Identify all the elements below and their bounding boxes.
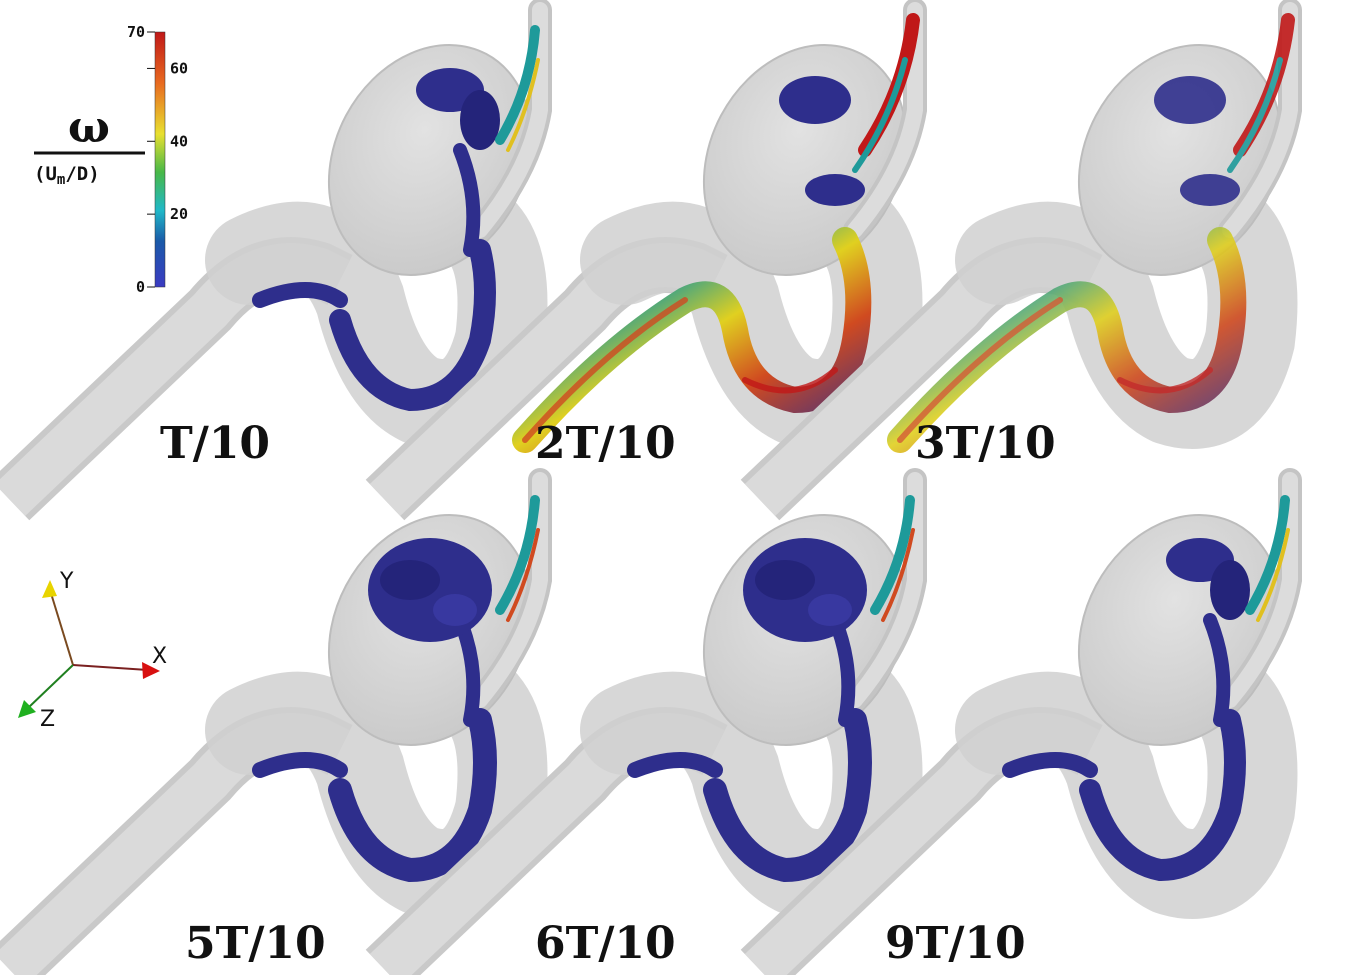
panel-label-t9: 9T/10: [885, 918, 1026, 969]
colorbar-tick-label: 40: [170, 132, 188, 150]
z-axis-arrow: [18, 700, 36, 718]
panel-label-t6: 6T/10: [535, 918, 676, 969]
y-axis-label: Y: [59, 569, 74, 594]
z-axis-label: Z: [40, 707, 55, 732]
colorbar-ticks: 70 60 40 20 0: [127, 23, 188, 296]
colorbar-tick-label: 0: [136, 278, 145, 296]
panel-label-t2: 2T/10: [535, 418, 676, 469]
panel-label-t5: 5T/10: [185, 918, 326, 969]
colorbar-symbol: ω: [68, 102, 110, 153]
panel-label-t1: T/10: [160, 418, 270, 469]
y-axis-arrow: [42, 580, 57, 598]
colorbar: 70 60 40 20 0 ω (Um/D): [34, 23, 188, 296]
colorbar-tick-label: 70: [127, 23, 145, 41]
x-axis-label: X: [152, 644, 167, 669]
colorbar-denominator: (Um/D): [34, 163, 100, 188]
x-axis-arrow: [142, 662, 160, 679]
colorbar-tick-label: 20: [170, 205, 188, 223]
axes-triad: Y X Z: [18, 569, 167, 732]
colorbar-tick-label: 60: [170, 59, 188, 77]
panel-label-t3: 3T/10: [915, 418, 1056, 469]
colorbar-gradient: [154, 31, 166, 288]
